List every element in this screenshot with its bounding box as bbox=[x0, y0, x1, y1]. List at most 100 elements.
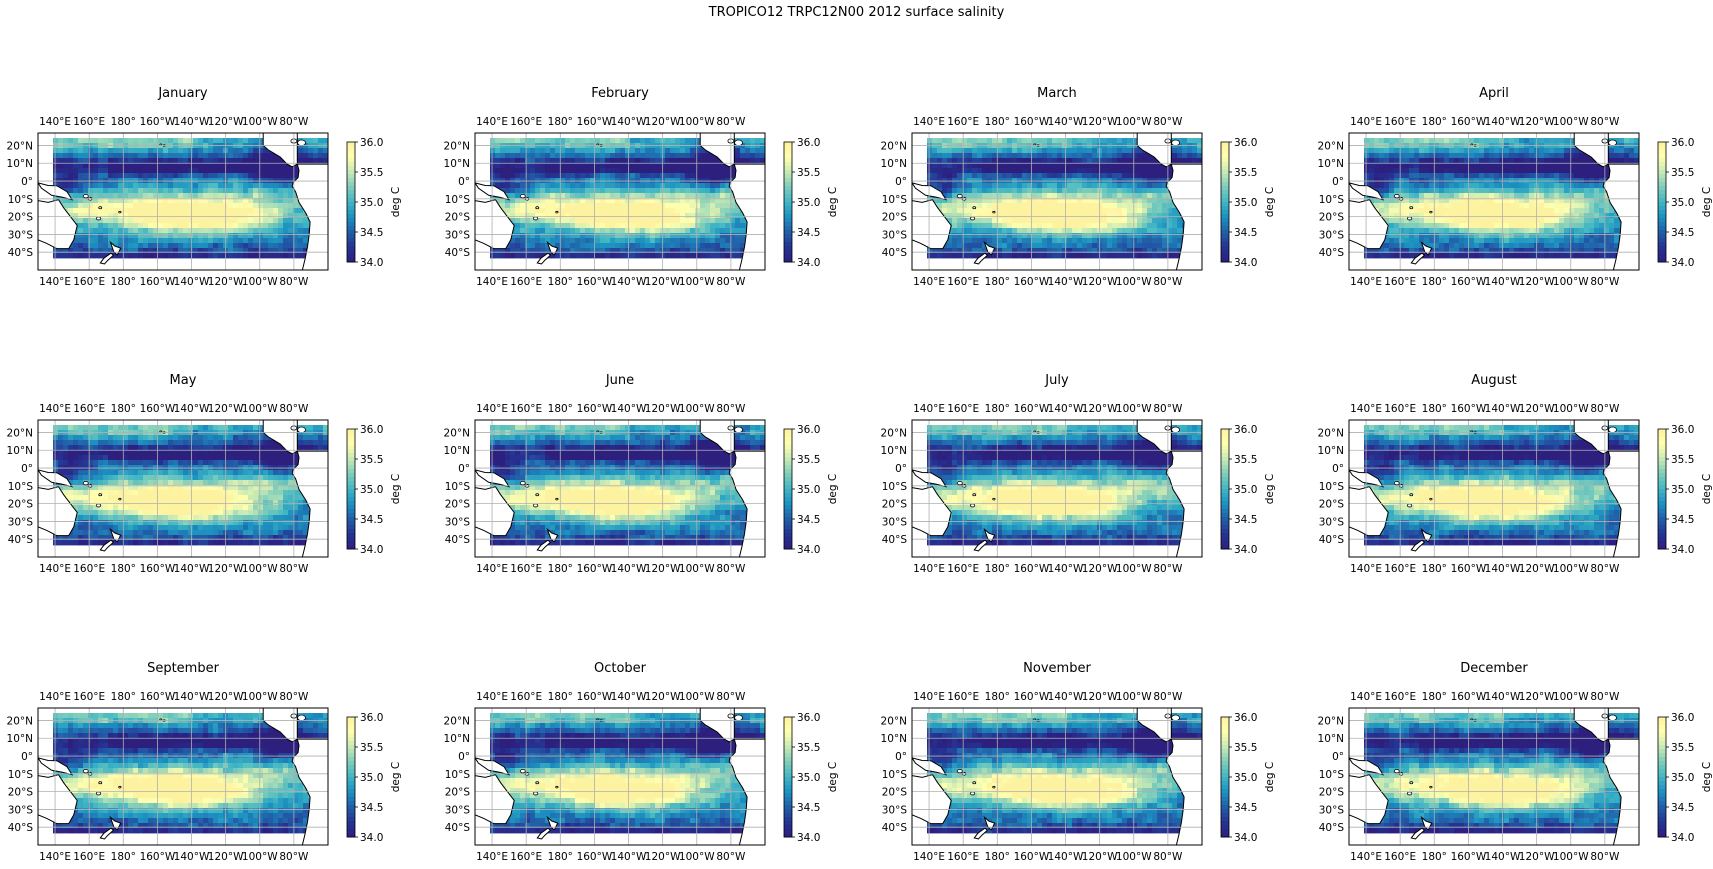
lat-tick-label: 20°S bbox=[445, 499, 471, 511]
salinity-field bbox=[912, 420, 1202, 557]
colorbar-tick-label: 35.0 bbox=[1234, 484, 1257, 496]
colorbar-segment bbox=[1658, 142, 1666, 147]
island bbox=[98, 206, 103, 210]
colorbar-segment bbox=[1221, 717, 1229, 722]
lat-tick-label: 0° bbox=[458, 176, 470, 188]
lon-tick-label: 140°W bbox=[1048, 851, 1084, 863]
lon-tick-label: 160°W bbox=[1451, 691, 1487, 703]
colorbar-segment bbox=[1221, 737, 1229, 742]
island bbox=[1429, 497, 1433, 501]
salinity-field bbox=[1349, 133, 1639, 270]
lat-tick-label: 20°S bbox=[8, 787, 34, 799]
lat-tick-label: 10°N bbox=[444, 733, 470, 745]
colorbar-segment bbox=[1658, 805, 1666, 810]
lon-tick-label: 160°E bbox=[510, 116, 542, 128]
colorbar-segment bbox=[784, 218, 792, 223]
lon-tick-label: 140°E bbox=[476, 563, 508, 575]
colorbar-segment bbox=[1658, 741, 1666, 746]
colorbar-segment bbox=[1221, 158, 1229, 163]
colorbar-segment bbox=[1658, 533, 1666, 538]
colorbar-segment bbox=[1658, 429, 1666, 434]
lon-tick-label: 120°W bbox=[1519, 563, 1555, 575]
lon-tick-label: 180° bbox=[985, 691, 1010, 703]
colorbar-segment bbox=[1658, 781, 1666, 786]
lon-tick-label: 80°W bbox=[279, 851, 309, 863]
lon-tick-label: 140°E bbox=[913, 563, 945, 575]
lon-tick-label: 160°W bbox=[140, 563, 176, 575]
colorbar-segment bbox=[347, 493, 355, 498]
colorbar-segment bbox=[347, 541, 355, 546]
colorbar-segment bbox=[1221, 174, 1229, 179]
lon-tick-label: 120°W bbox=[645, 851, 681, 863]
colorbar-tick-label: 34.0 bbox=[1671, 544, 1694, 556]
colorbar-tick-label: 36.0 bbox=[1671, 424, 1694, 436]
lon-tick-label: 160°E bbox=[73, 276, 105, 288]
lon-tick-label: 80°W bbox=[279, 691, 309, 703]
colorbar-segment bbox=[347, 445, 355, 450]
lon-tick-label: 140°E bbox=[1350, 276, 1382, 288]
colorbar-segment bbox=[1221, 781, 1229, 786]
colorbar-segment bbox=[1658, 757, 1666, 762]
island bbox=[95, 503, 102, 508]
lon-tick-label: 180° bbox=[111, 276, 136, 288]
colorbar-segment bbox=[784, 513, 792, 518]
lat-tick-label: 40°S bbox=[882, 247, 908, 259]
colorbar-segment bbox=[347, 497, 355, 502]
colorbar-segment bbox=[1221, 202, 1229, 207]
lon-tick-label: 160°E bbox=[1384, 403, 1416, 415]
lon-tick-label: 180° bbox=[111, 691, 136, 703]
colorbar-segment bbox=[784, 501, 792, 506]
colorbar-segment bbox=[1221, 797, 1229, 802]
colorbar-segment bbox=[1221, 521, 1229, 526]
colorbar-tick-label: 36.0 bbox=[360, 424, 383, 436]
colorbar-tick-label: 35.5 bbox=[1234, 742, 1257, 754]
colorbar: 36.0 35.5 35.0 34.5 34.0 deg C bbox=[783, 137, 839, 269]
lat-tick-label: 40°S bbox=[445, 247, 471, 259]
lat-tick-label: 30°S bbox=[8, 516, 34, 528]
lon-tick-label: 100°W bbox=[1116, 851, 1152, 863]
lon-tick-label: 120°W bbox=[1519, 116, 1555, 128]
lat-tick-label: 0° bbox=[895, 751, 907, 763]
colorbar-segment bbox=[1221, 545, 1229, 550]
colorbar-segment bbox=[784, 769, 792, 774]
colorbar-segment bbox=[347, 785, 355, 790]
map-panel-april: April140°E140°E160°E160°E180°180°160°W16… bbox=[1318, 86, 1713, 288]
lon-tick-label: 80°W bbox=[1153, 116, 1183, 128]
colorbar-segment bbox=[347, 158, 355, 163]
island bbox=[1171, 426, 1180, 433]
colorbar-segment bbox=[347, 238, 355, 243]
colorbar-segment bbox=[1221, 210, 1229, 215]
colorbar-segment bbox=[1221, 465, 1229, 470]
colorbar-tick-label: 34.0 bbox=[1234, 832, 1257, 844]
colorbar-segment bbox=[1221, 226, 1229, 231]
colorbar-segment bbox=[784, 545, 792, 550]
colorbar-segment bbox=[784, 505, 792, 510]
colorbar-label: deg C bbox=[1701, 762, 1713, 792]
colorbar-segment bbox=[1221, 501, 1229, 506]
colorbar-label: deg C bbox=[390, 762, 402, 792]
lat-tick-label: 40°S bbox=[8, 534, 34, 546]
colorbar: 36.0 35.5 35.0 34.5 34.0 deg C bbox=[783, 424, 839, 556]
lon-tick-label: 140°W bbox=[611, 563, 647, 575]
lon-tick-label: 160°W bbox=[1014, 563, 1050, 575]
land-mass bbox=[983, 240, 996, 256]
lon-tick-label: 180° bbox=[111, 403, 136, 415]
lon-tick-label: 160°W bbox=[1014, 116, 1050, 128]
colorbar-segment bbox=[1658, 162, 1666, 167]
lon-tick-label: 100°W bbox=[1116, 116, 1152, 128]
lon-tick-label: 80°W bbox=[1590, 563, 1620, 575]
colorbar-segment bbox=[1658, 202, 1666, 207]
panel-title: August bbox=[1471, 373, 1517, 388]
colorbar-segment bbox=[1658, 186, 1666, 191]
map-panel-july: July140°E140°E160°E160°E180°180°160°W160… bbox=[881, 373, 1276, 575]
colorbar-tick-label: 35.0 bbox=[797, 484, 820, 496]
colorbar-segment bbox=[1658, 513, 1666, 518]
colorbar-segment bbox=[784, 238, 792, 243]
lon-tick-label: 80°W bbox=[279, 563, 309, 575]
colorbar-segment bbox=[347, 214, 355, 219]
island bbox=[969, 216, 976, 221]
lon-tick-label: 160°E bbox=[510, 563, 542, 575]
lon-tick-label: 100°W bbox=[242, 116, 278, 128]
lon-tick-label: 100°W bbox=[679, 276, 715, 288]
lon-tick-label: 140°W bbox=[1485, 403, 1521, 415]
